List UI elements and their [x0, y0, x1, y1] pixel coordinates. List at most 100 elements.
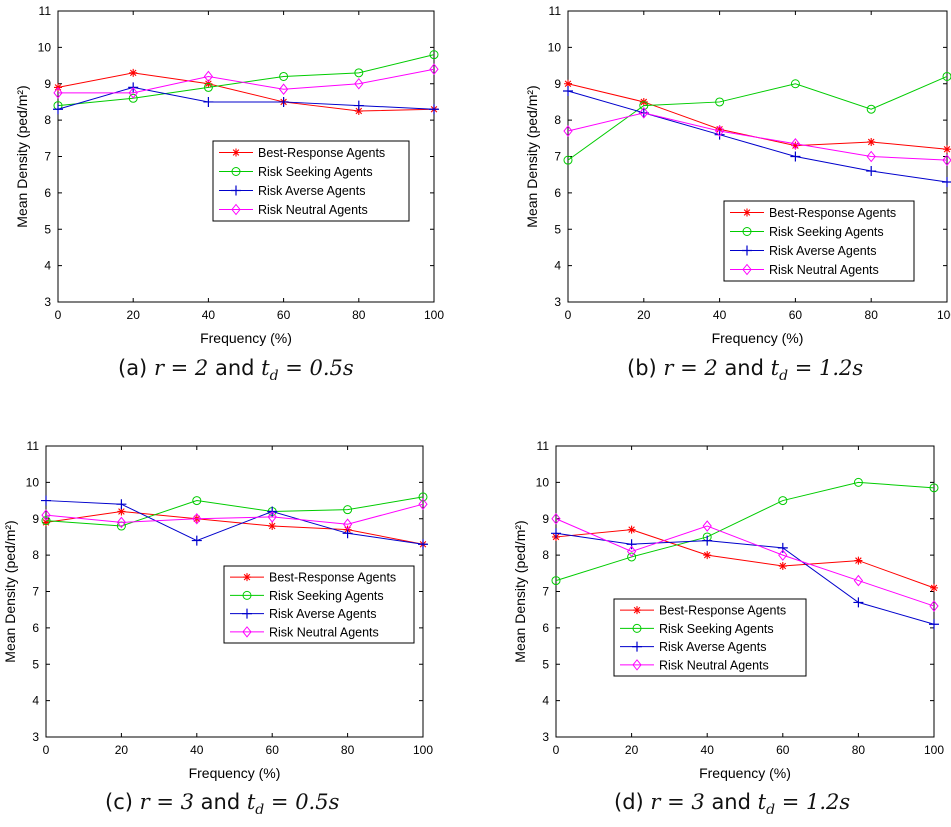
caption-d-math-sub: d — [766, 802, 776, 819]
panel-c-series-0-point — [117, 507, 126, 516]
panel-b-series-line-2 — [567, 90, 948, 183]
caption-a-math-value: = 0.5s — [278, 356, 354, 380]
caption-c: (c) r = 3 and td = 0.5s — [105, 790, 339, 818]
panel-a-series-2-point — [278, 96, 289, 107]
panel-b-legend-marker-3 — [742, 263, 752, 276]
panel-a-ytick-label: 5 — [44, 222, 51, 236]
caption-c-math-r: r = 3 — [139, 790, 194, 814]
panel-c-series-3-point — [192, 512, 202, 525]
panel-b-ytick-label: 4 — [554, 259, 561, 273]
panel-a-series-3-point — [203, 70, 214, 83]
panel-b-series-3-point — [790, 137, 801, 150]
panel-c-ytick-label: 5 — [32, 657, 39, 671]
panel-d-ytick-label: 10 — [536, 475, 550, 489]
panel-c-series-3-point — [342, 518, 353, 531]
panel-b-ytick-label: 3 — [554, 295, 561, 309]
panel-d-series-3-point — [626, 545, 637, 558]
panel-a-ylabel: Mean Density (ped/m²) — [14, 85, 30, 227]
panel-c-series-2-point — [116, 499, 127, 510]
panel-b-legend-label-0: Best-Response Agents — [769, 206, 896, 220]
panel-a-ytick-label: 9 — [44, 77, 51, 91]
panel-c-series-2-point — [418, 539, 428, 550]
panel-b-series-0-point — [791, 141, 800, 150]
panel-c: 0 20 40 60 80 100 3 4 5 6 7 8 9 10 11 Frequency (%) Mean… — [2, 439, 433, 781]
panel-d-xtick-label: 80 — [852, 743, 866, 757]
panel-b-ytick-label: 5 — [554, 222, 561, 236]
panel-b-series-3-point — [639, 107, 649, 119]
panel-a-ytick-label: 8 — [44, 113, 51, 127]
panel-d-series-2-point — [702, 535, 713, 546]
panel-a-series-2-point — [353, 100, 364, 111]
panel-d-series-1-point — [929, 483, 939, 493]
panel-b: 0 20 40 60 80 100 3 4 5 6 7 8 9 10 11 Frequency (%) Mean… — [524, 4, 951, 346]
panel-a-series-3-point — [429, 63, 439, 76]
panel-d-ytick-label: 11 — [537, 439, 550, 453]
panel-d-xtick-label: 60 — [776, 743, 790, 757]
caption-d-mid: and — [704, 790, 758, 814]
panel-d-legend-marker-3 — [632, 659, 642, 671]
panel-d-series-3-point — [853, 574, 864, 587]
panel-a-ytick-label: 3 — [44, 295, 51, 309]
panel-a-xtick-label: 60 — [277, 308, 291, 322]
caption-b-math-r: r = 2 — [663, 356, 718, 380]
panel-a-xlabel: Frequency (%) — [200, 330, 292, 346]
panel-a-series-1-point — [128, 93, 138, 103]
panel-c-series-3-point — [41, 509, 51, 521]
panel-d-xtick-label: 40 — [701, 743, 715, 757]
panel-c-series-line-2 — [45, 500, 424, 545]
caption-b-math-t: t — [770, 356, 780, 380]
panel-d-ytick-label: 7 — [542, 585, 549, 599]
panel-d-legend-label-0: Best-Response Agents — [659, 604, 786, 618]
panel-d-ytick-label: 8 — [542, 548, 549, 562]
panel-b-xtick-label: 40 — [713, 308, 727, 322]
panel-a-series-3-point — [354, 77, 364, 90]
panel-b-ytick-label: 11 — [549, 4, 562, 18]
panel-c-legend-marker-0 — [243, 573, 251, 582]
panel-d-axes-box — [555, 445, 935, 738]
caption-b: (b) r = 2 and td = 1.2s — [627, 356, 863, 384]
panel-c-series-2-point — [41, 495, 51, 506]
panel-d-ytick-label: 3 — [542, 730, 549, 744]
panel-d: 0 20 40 60 80 100 3 4 5 6 7 8 9 10 11 Frequency (%) Mean… — [512, 439, 944, 781]
panel-a-series-3-point — [53, 87, 63, 99]
caption-b-math-value: = 1.2s — [788, 356, 864, 380]
caption-c-math-sub: d — [255, 802, 265, 819]
panel-c-ytick-label: 7 — [32, 585, 39, 599]
panel-a-legend-box — [212, 140, 410, 222]
panel-c-ytick-label: 9 — [32, 512, 39, 526]
panel-d-legend-box — [613, 598, 807, 677]
panel-d-series-2-point — [853, 597, 864, 608]
panel-b-series-line-1 — [567, 76, 948, 161]
panel-a-series-2-point — [429, 104, 439, 115]
panel-b-legend-marker-0 — [743, 208, 751, 217]
caption-b-math-sub: d — [779, 368, 789, 385]
panel-a-legend-label-3: Risk Neutral Agents — [258, 203, 368, 217]
caption-d-math-value: = 1.2s — [775, 790, 851, 814]
panel-a-series-2-point — [53, 104, 63, 115]
panel-b-series-2-point — [942, 176, 951, 187]
panel-b-ytick-label: 7 — [554, 150, 561, 164]
panel-c-series-line-3 — [45, 503, 424, 525]
panel-d-series-line-0 — [555, 529, 935, 589]
panel-b-series-0-point — [564, 79, 572, 88]
caption-c-math-value: = 0.5s — [264, 790, 340, 814]
panel-d-xtick-label: 20 — [625, 743, 639, 757]
panel-c-xtick-label: 20 — [115, 743, 129, 757]
panel-b-xlabel: Frequency (%) — [712, 330, 804, 346]
panel-b-legend-label-1: Risk Seeking Agents — [769, 225, 884, 239]
panel-b-xtick-label: 20 — [637, 308, 651, 322]
panel-b-legend-box — [723, 200, 915, 282]
panel-c-ytick-label: 6 — [32, 621, 39, 635]
panel-b-series-3-point — [942, 154, 951, 166]
panel-a-series-line-2 — [57, 86, 435, 110]
panel-c-series-2-point — [191, 535, 202, 546]
panel-c-xtick-label: 100 — [413, 743, 433, 757]
panel-c-xtick-label: 80 — [341, 743, 355, 757]
panel-a-series-line-3 — [58, 68, 435, 94]
panel-d-series-2-point — [551, 528, 561, 539]
caption-a: (a) r = 2 and td = 0.5s — [118, 356, 354, 384]
panel-b-ytick-label: 6 — [554, 186, 561, 200]
panel-a-ytick-label: 10 — [38, 40, 52, 54]
panel-c-legend-marker-3 — [242, 626, 252, 638]
panel-b-series-1-point — [866, 104, 876, 114]
